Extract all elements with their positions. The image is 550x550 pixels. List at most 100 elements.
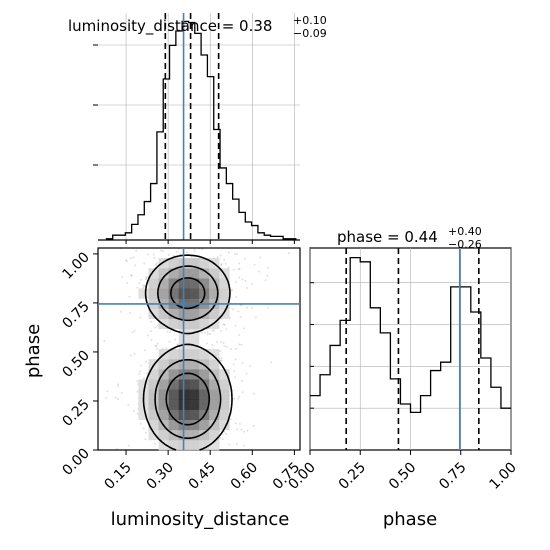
scatter-point [175, 251, 178, 254]
scatter-point [234, 324, 237, 327]
quantile-lines [164, 13, 220, 240]
histogram-bar [170, 45, 176, 240]
scatter-point [242, 430, 245, 433]
density-cell [219, 369, 230, 380]
density-cell [188, 389, 200, 400]
scatter-point [136, 412, 139, 415]
scatter-point [233, 252, 236, 255]
density-cell [148, 369, 159, 380]
scatter-point [238, 268, 241, 271]
scatter-point [205, 342, 208, 345]
y-tick-label: 0.25 [59, 396, 92, 429]
density-cell [188, 429, 200, 441]
density-cell [158, 278, 169, 289]
scatter-point [250, 306, 253, 309]
histogram-bar [119, 235, 125, 240]
scatter-point [228, 443, 231, 446]
density-cell [158, 359, 169, 370]
scatter-point [136, 380, 139, 383]
histogram [105, 20, 297, 240]
contours [142, 254, 233, 451]
density-cell [219, 389, 230, 400]
scatter-point [145, 360, 148, 363]
density-cell [158, 379, 169, 390]
histogram-bar [125, 233, 131, 240]
scatter-point [224, 262, 227, 265]
scatter-point [233, 370, 236, 373]
scatter-point [139, 370, 142, 373]
density-cell [188, 278, 200, 289]
density-cell [148, 278, 159, 289]
scatter-point [174, 338, 177, 341]
scatter-point [153, 256, 156, 259]
histogram-bar [151, 184, 157, 240]
contour-line [165, 277, 211, 426]
scatter-point [133, 352, 136, 355]
density-cell [188, 338, 200, 350]
scatter-point [211, 329, 214, 332]
density-cell [168, 399, 180, 410]
density-cell [168, 379, 180, 390]
scatter-point [237, 268, 240, 271]
density-cell [209, 429, 220, 441]
histogram-bar [310, 396, 320, 450]
scatter-point [136, 390, 139, 393]
scatter-point [125, 260, 128, 263]
density-cell [199, 389, 210, 400]
scatter-point [231, 288, 234, 291]
scatter-point [166, 330, 169, 333]
scatter-point [149, 330, 152, 333]
scatter-point [225, 345, 228, 348]
density-cell [148, 419, 159, 431]
scatter-point [219, 350, 222, 353]
histogram-bar [233, 199, 239, 240]
scatter-point [152, 253, 155, 256]
scatter-point [155, 344, 158, 347]
density-cell [188, 258, 200, 269]
scatter-point [231, 389, 234, 392]
scatter-point [238, 262, 241, 265]
scatter-point [156, 342, 159, 345]
histogram-bar [320, 375, 330, 450]
scatter-point [234, 280, 237, 283]
scatter-point [230, 289, 233, 292]
density-cell [158, 268, 169, 279]
scatter-point [201, 248, 204, 251]
density-cell [148, 268, 159, 279]
density-cell [199, 369, 210, 380]
density-cell [199, 258, 210, 269]
density-cell [188, 439, 200, 451]
scatter-point [266, 266, 269, 269]
histogram-bar [360, 262, 370, 450]
scatter-point [129, 312, 132, 315]
scatter-point [144, 431, 147, 434]
scatter-point [154, 326, 157, 329]
scatter-point [178, 253, 181, 256]
scatter-point [229, 418, 232, 421]
density-cell [188, 349, 200, 360]
scatter-point [223, 258, 226, 261]
scatter-point [243, 444, 246, 447]
density-cell [158, 288, 169, 299]
scatter-point [223, 344, 226, 347]
density-cell [158, 389, 169, 400]
scatter-point [186, 251, 189, 254]
density-cell [209, 379, 220, 390]
scatter-point [246, 306, 249, 309]
density-cell [199, 439, 210, 451]
histogram-bar [380, 333, 390, 450]
scatter-point [237, 310, 240, 313]
scatter-point [221, 438, 224, 441]
scatter-point [236, 253, 239, 256]
histogram-bar [264, 235, 270, 240]
scatter-point [154, 263, 157, 266]
density-cell [168, 308, 180, 319]
histogram-bar [245, 222, 251, 240]
scatter-point [270, 361, 273, 364]
density-cell [209, 349, 220, 360]
density-cell [209, 369, 220, 380]
density-cell [209, 268, 220, 279]
y-tick-label: 0.75 [59, 298, 92, 331]
scatter-point [223, 323, 226, 326]
scatter-point [135, 249, 138, 252]
